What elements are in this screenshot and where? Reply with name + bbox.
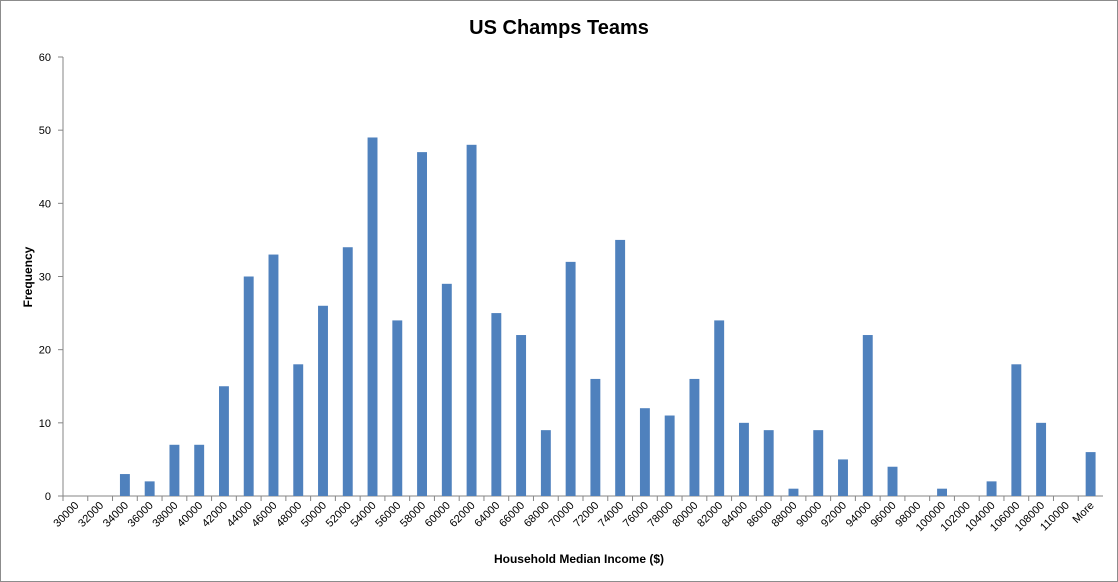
bar-62000 (466, 144, 477, 497)
x-tick-label: 54000 (349, 500, 379, 530)
x-tick-label: 66000 (497, 500, 527, 530)
x-tick-label: 50000 (299, 500, 329, 530)
bar-34000 (119, 474, 130, 496)
bar-90000 (813, 430, 824, 496)
bar-44000 (243, 276, 254, 496)
x-tick-label: 58000 (398, 500, 428, 530)
bar-76000 (639, 408, 650, 496)
bar-100000 (937, 488, 947, 496)
bar-104000 (986, 481, 997, 496)
bar-More (1085, 452, 1096, 496)
bar-52000 (342, 247, 353, 496)
x-tick-label: 84000 (720, 500, 750, 530)
bar-94000 (862, 335, 873, 496)
x-tick-label: 82000 (695, 500, 725, 530)
x-tick-label: 86000 (745, 500, 775, 530)
bar-50000 (318, 305, 328, 496)
bar-106000 (1011, 364, 1022, 496)
x-tick-label: 40000 (175, 500, 205, 530)
bar-82000 (714, 320, 725, 496)
bar-58000 (417, 152, 427, 496)
y-tick-label: 30 (39, 272, 51, 284)
x-tick-label: 88000 (769, 500, 799, 530)
bar-46000 (268, 254, 279, 496)
x-tick-label: 74000 (596, 500, 626, 530)
bar-88000 (788, 488, 799, 496)
bar-70000 (565, 261, 576, 496)
x-ticks: 3000032000340003600038000400004200044000… (51, 496, 1097, 534)
x-tick-label: 96000 (869, 500, 899, 530)
bar-36000 (144, 481, 155, 496)
y-ticks: 0 10 20 30 40 50 60 (39, 52, 63, 503)
bar-108000 (1036, 422, 1047, 496)
chart-title: US Champs Teams (469, 17, 649, 39)
bar-56000 (392, 320, 403, 496)
x-tick-label: 72000 (571, 500, 601, 530)
x-tick-label: 30000 (51, 500, 81, 530)
bar-78000 (664, 415, 675, 496)
x-tick-label: More (1071, 500, 1097, 526)
y-tick-label: 10 (39, 418, 51, 430)
x-tick-label: 46000 (249, 500, 279, 530)
bar-72000 (590, 378, 601, 496)
y-tick-label: 50 (39, 125, 51, 137)
x-tick-label: 34000 (101, 500, 131, 530)
x-tick-label: 92000 (819, 500, 849, 530)
x-tick-label: 36000 (126, 500, 156, 530)
x-tick-label: 90000 (794, 500, 824, 530)
bar-42000 (219, 386, 229, 496)
x-tick-label: 68000 (522, 500, 552, 530)
x-tick-label: 94000 (844, 500, 874, 530)
x-tick-label: 70000 (547, 500, 577, 530)
bar-86000 (763, 430, 774, 496)
bar-84000 (739, 422, 749, 496)
bar-64000 (491, 313, 502, 496)
x-tick-label: 48000 (274, 500, 304, 530)
bars (119, 137, 1096, 497)
y-axis-title: Frequency (21, 246, 35, 307)
y-tick-label: 20 (39, 345, 51, 357)
x-tick-label: 78000 (646, 500, 676, 530)
x-tick-label: 44000 (225, 500, 255, 530)
bar-48000 (293, 364, 304, 496)
bar-92000 (838, 459, 848, 496)
bar-66000 (516, 335, 527, 496)
bar-68000 (540, 430, 551, 496)
y-tick-label: 40 (39, 198, 51, 210)
bar-60000 (441, 283, 452, 496)
x-tick-label: 38000 (150, 500, 180, 530)
x-tick-label: 56000 (373, 500, 403, 530)
y-tick-label: 0 (45, 491, 51, 503)
x-tick-label: 52000 (324, 500, 354, 530)
x-tick-label: 76000 (621, 500, 651, 530)
x-tick-label: 60000 (423, 500, 453, 530)
x-tick-label: 64000 (472, 500, 502, 530)
bar-40000 (194, 444, 205, 496)
bar-80000 (689, 378, 700, 496)
bar-74000 (615, 239, 626, 496)
bar-96000 (887, 466, 898, 496)
x-tick-label: 32000 (76, 500, 106, 530)
y-tick-label: 60 (39, 52, 51, 64)
x-tick-label: 62000 (448, 500, 478, 530)
bar-54000 (367, 137, 378, 496)
x-tick-label: 80000 (670, 500, 700, 530)
x-axis-title: Household Median Income ($) (494, 552, 664, 566)
x-tick-label: 42000 (200, 500, 230, 530)
bar-38000 (169, 444, 180, 496)
